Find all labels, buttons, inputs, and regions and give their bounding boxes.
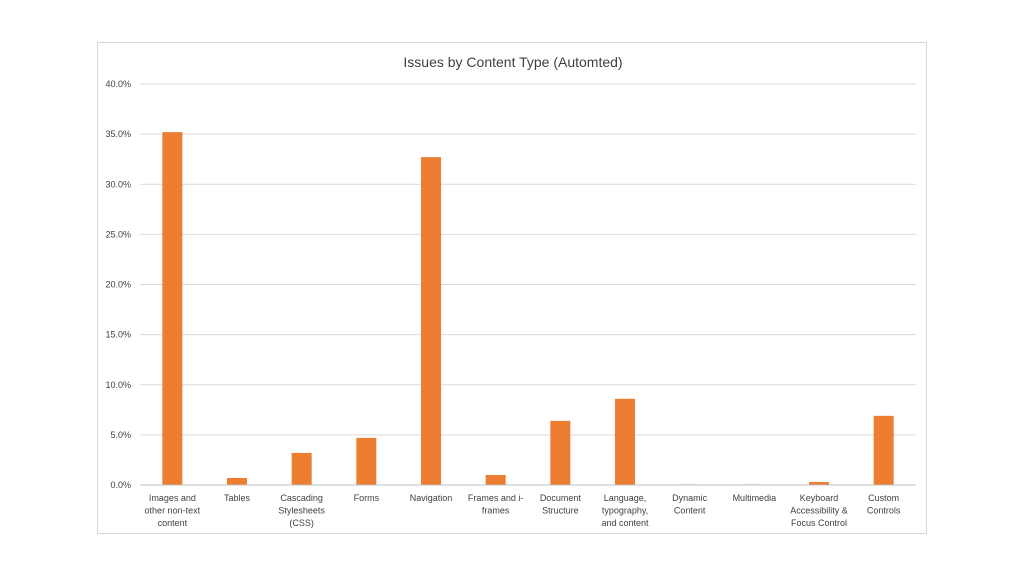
x-category-label-line: frames [482,506,510,516]
bar [162,132,183,485]
x-category-label: Tables [224,493,251,503]
x-category-label: Document Structure [540,493,582,516]
x-category-label-line: Images and [149,493,196,503]
x-category-label-line: Forms [354,493,380,503]
bar-chart: Issues by Content Type (Automted) 0.0% 5.… [105,54,916,528]
chart-frame: Issues by Content Type (Automted) 0.0% 5.… [97,42,927,534]
bars [162,132,894,485]
bar [291,452,312,485]
y-tick-label: 40.0% [105,79,131,89]
y-tick-label: 25.0% [105,229,131,239]
bar [615,398,635,485]
x-category-label-line: content [158,518,188,528]
x-category-label-line: Frames and i- [468,493,524,503]
x-category-label-line: Custom [868,493,899,503]
x-category-label: Navigation [410,493,453,503]
y-tick-label: 5.0% [110,430,131,440]
bar [227,477,247,485]
y-tick-label: 10.0% [105,380,131,390]
x-category-label-line: Multimedia [733,493,777,503]
x-category-label-line: Keyboard [800,493,839,503]
x-category-label-line: Document [540,493,582,503]
bar [485,474,506,485]
x-category-label-line: Accessibility & [790,506,848,516]
x-category-label-line: Dynamic [672,493,708,503]
y-tick-label: 15.0% [105,330,131,340]
bar [873,415,894,485]
x-category-label: Language, typography, and content [601,493,649,528]
x-category-label: Forms [354,493,380,503]
y-tick-label: 35.0% [105,129,131,139]
x-category-label: Images and other non-text content [145,493,201,528]
x-axis-categories: Images and other non-text content Tables Cas… [145,493,901,528]
y-tick-label: 30.0% [105,179,131,189]
x-category-label: Dynamic Content [672,493,708,516]
grid-lines [140,83,916,436]
x-category-label-line: and content [601,518,649,528]
y-tick-label: 20.0% [105,280,131,290]
x-category-label: Cascading Stylesheets (CSS) [278,493,325,528]
x-category-label: Keyboard Accessibility & Focus Control [790,493,848,528]
bar [421,157,441,485]
x-category-label-line: Tables [224,493,251,503]
x-category-label-line: Navigation [410,493,453,503]
bar [550,420,571,485]
x-category-label-line: Controls [867,506,901,516]
x-category-label-line: (CSS) [289,518,314,528]
x-category-label-line: Focus Control [791,518,847,528]
x-category-label-line: Content [674,506,706,516]
x-category-label-line: Cascading [280,493,323,503]
bar [356,437,377,485]
x-category-label-line: Language, [604,493,647,503]
x-category-label: Custom Controls [867,493,901,516]
x-category-label-line: Structure [542,506,579,516]
x-category-label-line: typography, [602,506,648,516]
x-category-label: Frames and i-frames [468,493,524,516]
y-tick-label: 0.0% [110,480,131,490]
bar [809,481,829,485]
chart-title: Issues by Content Type (Automted) [403,54,622,70]
x-category-label-line: other non-text [145,506,201,516]
x-category-label: Multimedia [733,493,777,503]
x-category-label-line: Stylesheets [278,506,325,516]
y-axis-ticks: 0.0% 5.0% 10.0% 15.0% 20.0% 25.0% 30.0% 35.0% 40… [105,79,131,490]
